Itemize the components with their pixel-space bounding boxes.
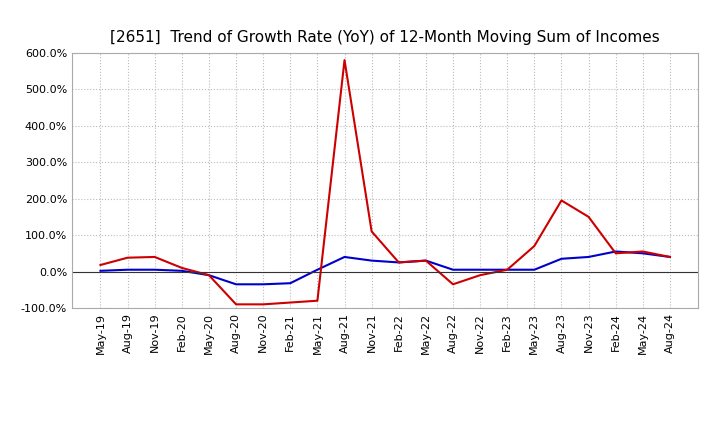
Net Income Growth Rate: [259, 302, 268, 307]
Net Income Growth Rate: [232, 302, 240, 307]
Net Income Growth Rate: [665, 254, 674, 260]
Net Income Growth Rate: [178, 265, 186, 271]
Net Income Growth Rate: [449, 282, 457, 287]
Net Income Growth Rate: [286, 300, 294, 305]
Net Income Growth Rate: [123, 255, 132, 260]
Ordinary Income Growth Rate: [449, 267, 457, 272]
Ordinary Income Growth Rate: [232, 282, 240, 287]
Ordinary Income Growth Rate: [503, 267, 511, 272]
Ordinary Income Growth Rate: [584, 254, 593, 260]
Ordinary Income Growth Rate: [367, 258, 376, 263]
Net Income Growth Rate: [421, 258, 430, 263]
Title: [2651]  Trend of Growth Rate (YoY) of 12-Month Moving Sum of Incomes: [2651] Trend of Growth Rate (YoY) of 12-…: [110, 29, 660, 45]
Net Income Growth Rate: [476, 272, 485, 278]
Line: Ordinary Income Growth Rate: Ordinary Income Growth Rate: [101, 252, 670, 284]
Ordinary Income Growth Rate: [421, 258, 430, 263]
Ordinary Income Growth Rate: [96, 268, 105, 273]
Net Income Growth Rate: [341, 58, 349, 63]
Net Income Growth Rate: [503, 267, 511, 272]
Net Income Growth Rate: [639, 249, 647, 254]
Ordinary Income Growth Rate: [611, 249, 620, 254]
Net Income Growth Rate: [530, 243, 539, 249]
Net Income Growth Rate: [395, 260, 403, 265]
Ordinary Income Growth Rate: [313, 267, 322, 272]
Ordinary Income Growth Rate: [123, 267, 132, 272]
Ordinary Income Growth Rate: [665, 254, 674, 260]
Ordinary Income Growth Rate: [150, 267, 159, 272]
Ordinary Income Growth Rate: [178, 268, 186, 273]
Ordinary Income Growth Rate: [286, 281, 294, 286]
Net Income Growth Rate: [204, 272, 213, 278]
Ordinary Income Growth Rate: [476, 267, 485, 272]
Ordinary Income Growth Rate: [204, 272, 213, 278]
Ordinary Income Growth Rate: [557, 256, 566, 261]
Ordinary Income Growth Rate: [639, 251, 647, 256]
Net Income Growth Rate: [557, 198, 566, 203]
Ordinary Income Growth Rate: [395, 260, 403, 265]
Ordinary Income Growth Rate: [530, 267, 539, 272]
Net Income Growth Rate: [611, 251, 620, 256]
Net Income Growth Rate: [367, 229, 376, 234]
Ordinary Income Growth Rate: [341, 254, 349, 260]
Net Income Growth Rate: [96, 262, 105, 268]
Net Income Growth Rate: [584, 214, 593, 220]
Net Income Growth Rate: [313, 298, 322, 303]
Line: Net Income Growth Rate: Net Income Growth Rate: [101, 60, 670, 304]
Net Income Growth Rate: [150, 254, 159, 260]
Ordinary Income Growth Rate: [259, 282, 268, 287]
